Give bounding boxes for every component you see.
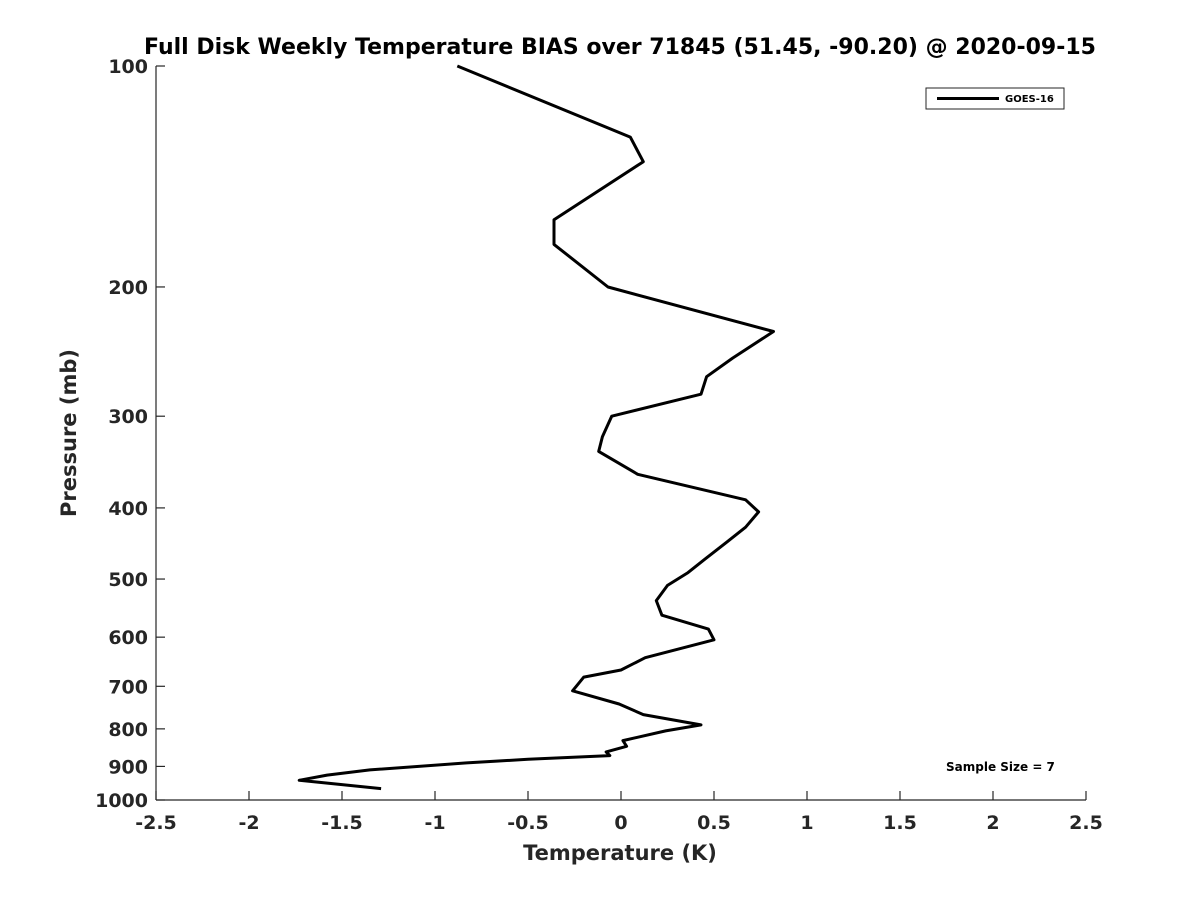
plot-area bbox=[297, 64, 775, 791]
x-tick-label: 0.5 bbox=[697, 812, 731, 834]
legend-entry-goes-16: GOES-16 bbox=[1005, 94, 1054, 105]
x-tick-label: 0 bbox=[614, 812, 627, 834]
sample-size-annotation: Sample Size = 7 bbox=[946, 760, 1055, 774]
y-tick-label: 700 bbox=[108, 676, 148, 698]
chart-title: Full Disk Weekly Temperature BIAS over 7… bbox=[144, 35, 1096, 60]
y-tick-label: 800 bbox=[108, 719, 148, 741]
x-tick-label: 2.5 bbox=[1069, 812, 1103, 834]
y-tick-label: 900 bbox=[108, 756, 148, 778]
y-tick-label: 400 bbox=[108, 498, 148, 520]
y-tick-label: 1000 bbox=[95, 790, 148, 812]
x-tick-label: -1.5 bbox=[321, 812, 363, 834]
y-tick-label: 500 bbox=[108, 569, 148, 591]
y-tick-label: 100 bbox=[108, 56, 148, 78]
y-tick-label: 300 bbox=[108, 406, 148, 428]
x-tick-label: 1.5 bbox=[883, 812, 917, 834]
x-tick-label: 2 bbox=[986, 812, 999, 834]
y-axis-label: Pressure (mb) bbox=[57, 349, 81, 517]
x-axis-ticks: -2.5 -2 -1.5 -1 -0.5 0 0.5 1 1.5 2 2.5 bbox=[135, 791, 1103, 834]
x-axis-label: Temperature (K) bbox=[523, 841, 717, 865]
x-tick-label: -2 bbox=[238, 812, 259, 834]
x-tick-label: 1 bbox=[800, 812, 813, 834]
series-line-goes-16 bbox=[297, 64, 775, 791]
x-tick-label: -0.5 bbox=[507, 812, 549, 834]
y-axis-ticks: 100 200 300 400 500 600 700 800 900 1000 bbox=[95, 56, 165, 812]
y-tick-label: 600 bbox=[108, 627, 148, 649]
y-tick-label: 200 bbox=[108, 277, 148, 299]
x-tick-label: -2.5 bbox=[135, 812, 177, 834]
x-tick-label: -1 bbox=[424, 812, 445, 834]
legend: GOES-16 bbox=[925, 87, 1065, 110]
